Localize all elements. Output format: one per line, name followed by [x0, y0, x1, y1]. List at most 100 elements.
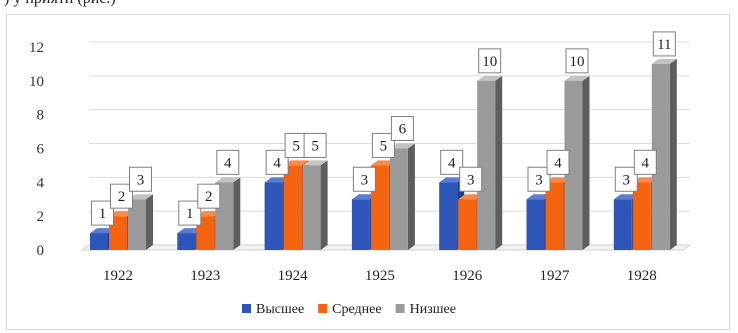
caption-fragment-text: ) у приятн (рис.): [4, 0, 116, 8]
x-tick-label: 1923: [190, 268, 220, 284]
legend-swatch: [318, 304, 328, 313]
bar: [177, 233, 196, 250]
y-tick-label: 6: [37, 142, 45, 158]
bar-top: [90, 228, 115, 234]
data-label-box: [303, 132, 327, 158]
bar: [439, 182, 458, 250]
data-label-box: [652, 31, 676, 57]
bar-top: [613, 194, 639, 200]
data-label: 5: [311, 138, 319, 154]
data-label: 11: [657, 37, 671, 53]
bar-top: [651, 58, 677, 64]
data-label: 1: [99, 206, 107, 222]
bar-top: [458, 194, 484, 200]
data-label-box: [129, 166, 152, 192]
legend-label: Среднее: [332, 302, 381, 317]
bar-side: [669, 58, 677, 250]
data-label: 3: [623, 172, 631, 188]
legend-swatch: [395, 304, 405, 313]
x-tick-label: 1928: [627, 268, 657, 284]
bar-top: [215, 177, 241, 183]
bar-top: [526, 194, 552, 200]
data-label: 10: [482, 54, 497, 70]
data-label-box: [633, 149, 657, 175]
bar: [302, 165, 321, 250]
y-tick-label: 12: [29, 40, 44, 56]
x-tick-label: 1925: [365, 268, 395, 284]
legend: Высшее Среднее Низшее: [242, 302, 456, 317]
bar-top: [351, 194, 377, 200]
bar: [283, 165, 302, 250]
bar: [526, 199, 545, 250]
data-label: 3: [361, 172, 369, 188]
bar-side: [582, 75, 590, 250]
data-label-box: [265, 149, 289, 175]
data-label: 10: [570, 54, 585, 70]
bar: [545, 182, 564, 250]
bar-top: [389, 143, 415, 149]
bar-top: [196, 211, 222, 217]
data-label: 5: [292, 138, 300, 154]
legend-label: Низшее: [410, 302, 456, 317]
bar-top: [264, 177, 290, 183]
data-label: 3: [137, 172, 145, 188]
bar-side: [320, 160, 328, 250]
bar: [632, 182, 651, 250]
bar-top: [564, 75, 590, 81]
bar-top: [477, 75, 503, 81]
bar: [564, 80, 583, 250]
data-label-box: [390, 116, 414, 141]
chart-frame: [6, 14, 730, 330]
x-tick-label: 1922: [103, 268, 133, 284]
bar-top: [302, 160, 328, 166]
data-label-box: [614, 166, 638, 192]
bar-top: [370, 160, 396, 166]
bar-top: [632, 177, 658, 183]
data-label-box: [478, 48, 502, 74]
x-tick-label: 1926: [452, 268, 483, 284]
data-label: 2: [205, 189, 213, 205]
data-label: 4: [642, 155, 650, 171]
bar: [351, 199, 370, 250]
caption-fragment: ) у приятн (рис.): [0, 0, 738, 14]
data-label: 4: [554, 155, 562, 171]
bars: [90, 58, 677, 250]
y-axis: 0 2 4 6 8 10 12: [29, 40, 45, 259]
data-label: 1: [186, 206, 194, 222]
bar-side: [233, 177, 241, 250]
data-label-box: [110, 183, 133, 209]
data-label-box: [216, 149, 240, 175]
y-tick-label: 2: [37, 209, 45, 225]
data-label: 4: [224, 155, 232, 171]
bar-side: [146, 194, 153, 250]
data-label-box: [527, 166, 551, 192]
x-tick-label: 1924: [278, 268, 309, 284]
bar-side: [495, 75, 503, 250]
data-label: 3: [467, 172, 475, 188]
x-tick-label: 1927: [540, 268, 571, 284]
bar: [90, 233, 108, 250]
bar: [458, 199, 477, 250]
data-label-box: [565, 48, 589, 74]
data-label: 3: [535, 172, 543, 188]
y-tick-label: 4: [37, 175, 45, 191]
data-label: 2: [118, 189, 126, 205]
bar: [651, 63, 670, 250]
data-label: 6: [399, 122, 407, 138]
data-label: 4: [273, 155, 281, 171]
data-label: 5: [380, 138, 388, 154]
data-label-box: [546, 149, 570, 175]
bar-top: [439, 177, 465, 183]
data-label-box: [459, 166, 483, 192]
bar-top: [283, 160, 309, 166]
data-label-box: [440, 149, 464, 175]
data-label: 4: [448, 155, 456, 171]
bar: [264, 182, 283, 250]
data-label-box: [352, 166, 376, 192]
bar-top: [177, 228, 203, 234]
data-label-box: [371, 132, 395, 158]
bar: [389, 148, 408, 250]
legend-swatch: [242, 304, 251, 313]
bar: [128, 199, 146, 250]
